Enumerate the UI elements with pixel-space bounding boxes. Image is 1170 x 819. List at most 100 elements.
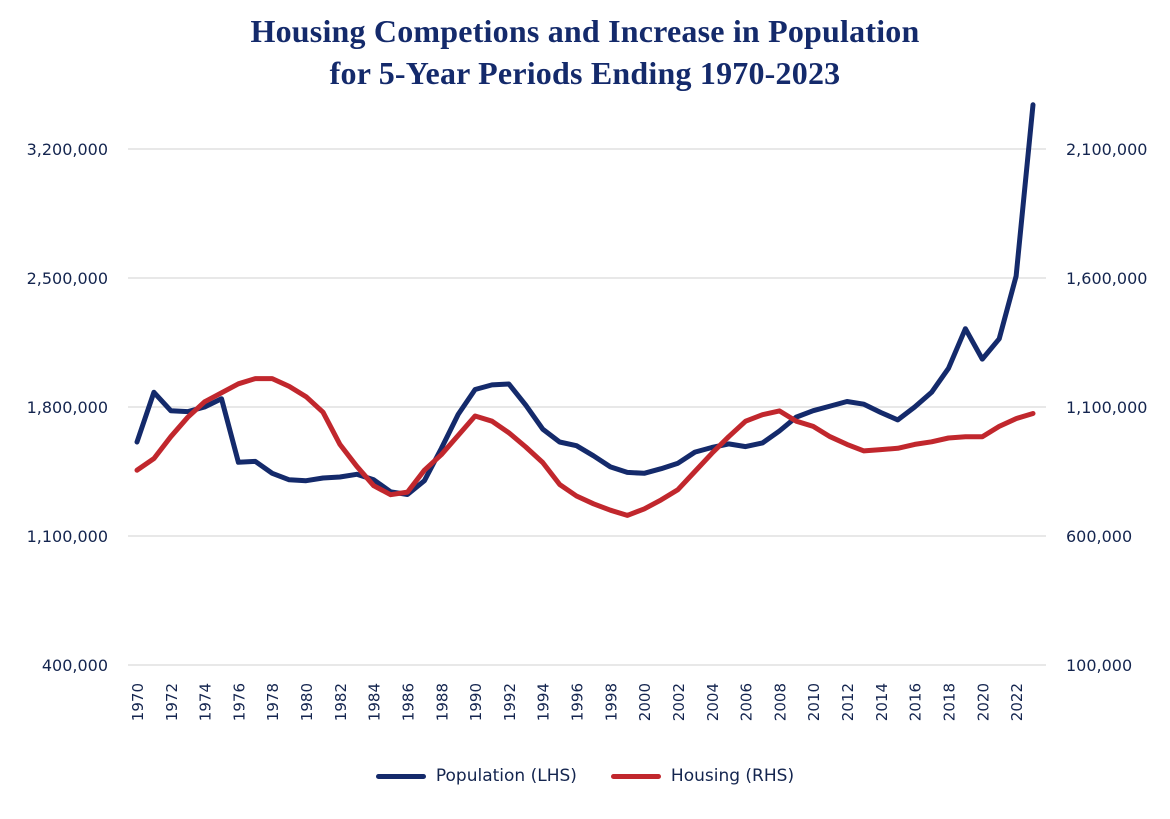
population-point (676, 461, 680, 465)
right-axis-tick-label: 2,100,000 (1066, 140, 1147, 159)
x-axis-tick-label: 2010 (805, 683, 823, 721)
left-axis-tick-label: 400,000 (42, 656, 108, 675)
population-point (963, 327, 967, 331)
housing-point (355, 464, 359, 468)
housing-point (186, 415, 190, 419)
population-point (152, 390, 156, 394)
left-axis-tick-label: 1,100,000 (27, 527, 108, 546)
x-axis-tick-label: 2014 (873, 683, 891, 721)
housing-point (574, 494, 578, 498)
population-point (811, 409, 815, 413)
population-point (557, 440, 561, 444)
x-axis-tick-label: 2002 (670, 683, 688, 721)
population-point (422, 479, 426, 483)
housing-point (321, 410, 325, 414)
housing-point (693, 469, 697, 473)
population-point (625, 470, 629, 474)
population-point (743, 444, 747, 448)
population-point (591, 454, 595, 458)
population-point (236, 460, 240, 464)
right-axis: 100,000 600,000 1,100,000 1,600,000 2,100,00… (1066, 140, 1147, 675)
population-point (473, 387, 477, 391)
x-axis-tick-label: 1994 (535, 683, 553, 721)
right-axis-tick-label: 1,100,000 (1066, 398, 1147, 417)
population-point (270, 471, 274, 475)
housing-point (507, 431, 511, 435)
gridlines (128, 148, 1046, 666)
housing-point (1031, 411, 1035, 415)
housing-point (642, 507, 646, 511)
x-axis-tick-label: 1972 (163, 683, 181, 721)
x-axis-tick-label: 2012 (839, 683, 857, 721)
population-point (727, 442, 731, 446)
housing-point (456, 433, 460, 437)
housing-point (743, 419, 747, 423)
legend: Population (LHS) Housing (RHS) (0, 766, 1170, 786)
housing-point (963, 435, 967, 439)
right-axis-tick-label: 600,000 (1066, 527, 1132, 546)
population-point (997, 337, 1001, 341)
housing-point (659, 498, 663, 502)
x-axis-tick-label: 1988 (433, 683, 451, 721)
x-axis-tick-label: 1976 (230, 683, 248, 721)
x-axis-tick-label: 1982 (332, 683, 350, 721)
x-axis-tick-label: 1996 (569, 683, 587, 721)
housing-point (287, 384, 291, 388)
housing-series-line (134, 376, 1036, 518)
housing-point (236, 382, 240, 386)
x-axis-tick-label: 1992 (501, 683, 519, 721)
population-point (574, 444, 578, 448)
population-point (1031, 103, 1035, 107)
legend-item-housing: Housing (RHS) (610, 766, 794, 786)
housing-point (422, 468, 426, 472)
legend-item-population: Population (LHS) (375, 766, 577, 786)
housing-point (896, 446, 900, 450)
housing-point (473, 414, 477, 418)
x-axis-tick-label: 1986 (399, 683, 417, 721)
population-point (541, 427, 545, 431)
chart-title-line-2: for 5-Year Periods Ending 1970-2023 (329, 55, 841, 91)
population-point (642, 471, 646, 475)
housing-point (760, 413, 764, 417)
housing-point (1014, 416, 1018, 420)
population-point (693, 450, 697, 454)
housing-point (625, 513, 629, 517)
housing-point (405, 490, 409, 494)
population-point (524, 403, 528, 407)
housing-point (338, 442, 342, 446)
population-point (355, 472, 359, 476)
left-axis-tick-label: 2,500,000 (27, 269, 108, 288)
left-axis-tick-label: 3,200,000 (27, 140, 108, 159)
housing-point (524, 445, 528, 449)
x-axis-tick-label: 2004 (704, 683, 722, 721)
housing-point (913, 442, 917, 446)
population-point (879, 410, 883, 414)
population-point (507, 382, 511, 386)
chart-title: Housing Competions and Increase in Popul… (0, 10, 1170, 94)
population-point (777, 429, 781, 433)
x-axis-tick-label: 1984 (366, 683, 384, 721)
housing-point (879, 447, 883, 451)
x-axis-tick-label: 2008 (771, 683, 789, 721)
housing-point (541, 460, 545, 464)
population-point (169, 409, 173, 413)
population-point (760, 441, 764, 445)
housing-point (591, 502, 595, 506)
population-point (913, 405, 917, 409)
housing-point (253, 376, 257, 380)
legend-swatch-housing (610, 773, 661, 779)
series-lines (134, 102, 1036, 518)
x-axis-tick-label: 1970 (129, 683, 147, 721)
population-point (845, 399, 849, 403)
population-point (608, 465, 612, 469)
population-point (1014, 274, 1018, 278)
housing-point (135, 468, 139, 472)
population-point (946, 366, 950, 370)
housing-point (997, 424, 1001, 428)
housing-point (270, 376, 274, 380)
housing-point (811, 424, 815, 428)
population-series-line (134, 102, 1036, 497)
housing-point (439, 453, 443, 457)
housing-point (794, 419, 798, 423)
